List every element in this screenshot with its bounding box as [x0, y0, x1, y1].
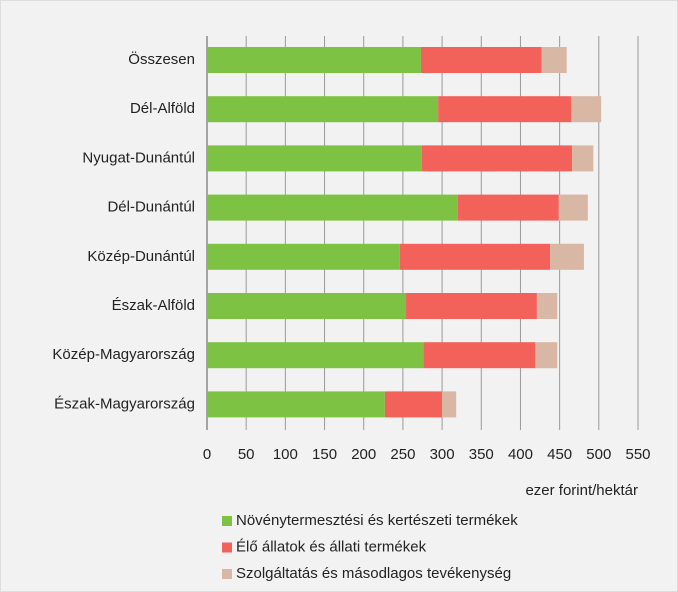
x-tick-label: 150 [312, 446, 337, 463]
bar [457, 194, 559, 221]
bar [207, 145, 422, 172]
bar [207, 391, 385, 418]
bar [536, 293, 558, 319]
x-tick-label: 300 [430, 446, 455, 463]
bar [207, 194, 458, 221]
y-tick-label: Nyugat-Dunántúl [82, 149, 195, 166]
legend-swatch [222, 542, 232, 553]
y-tick-label: Észak-Alföld [112, 297, 195, 314]
bar [541, 47, 567, 73]
bar [438, 96, 572, 123]
legend-label: Növénytermesztési és kertészeti termékek [236, 512, 518, 529]
y-tick-label: Közép-Magyarország [52, 346, 195, 363]
bar [423, 342, 536, 369]
bar [384, 391, 443, 418]
x-tick-label: 0 [203, 446, 211, 463]
bar [406, 293, 537, 319]
x-tick-label: 50 [238, 446, 255, 463]
y-tick-label: Észak-Magyarország [54, 395, 195, 412]
bar [535, 342, 558, 369]
legend-swatch [222, 569, 232, 579]
x-tick-label: 100 [273, 446, 298, 463]
bar [207, 243, 400, 270]
bar [571, 96, 602, 123]
bar [550, 243, 584, 270]
bar [558, 194, 588, 221]
bar [421, 145, 573, 172]
bar [420, 47, 542, 73]
x-tick-label: 450 [547, 446, 572, 463]
y-tick-label: Összesen [128, 50, 195, 68]
x-tick-label: 200 [351, 446, 376, 463]
bar [207, 342, 424, 369]
x-tick-label: 500 [586, 446, 611, 463]
x-tick-label: 400 [508, 446, 533, 463]
bar [572, 145, 594, 172]
legend-label: Élő állatok és állati termékek [236, 538, 427, 555]
bar [442, 391, 457, 418]
x-tick-label: 250 [390, 446, 415, 463]
legend-swatch [222, 516, 232, 526]
y-tick-label: Dél-Alföld [130, 100, 195, 117]
bar [399, 243, 551, 270]
x-axis-label: ezer forint/hektár [525, 482, 638, 499]
bar [207, 96, 439, 123]
x-tick-label: 550 [625, 446, 650, 463]
y-tick-label: Dél-Dunántúl [107, 199, 195, 216]
bar [207, 47, 421, 73]
bar [207, 293, 407, 319]
y-tick-label: Közép-Dunántúl [87, 248, 195, 265]
legend-label: Szolgáltatás és másodlagos tevékenység [236, 565, 511, 582]
x-tick-label: 350 [469, 446, 494, 463]
